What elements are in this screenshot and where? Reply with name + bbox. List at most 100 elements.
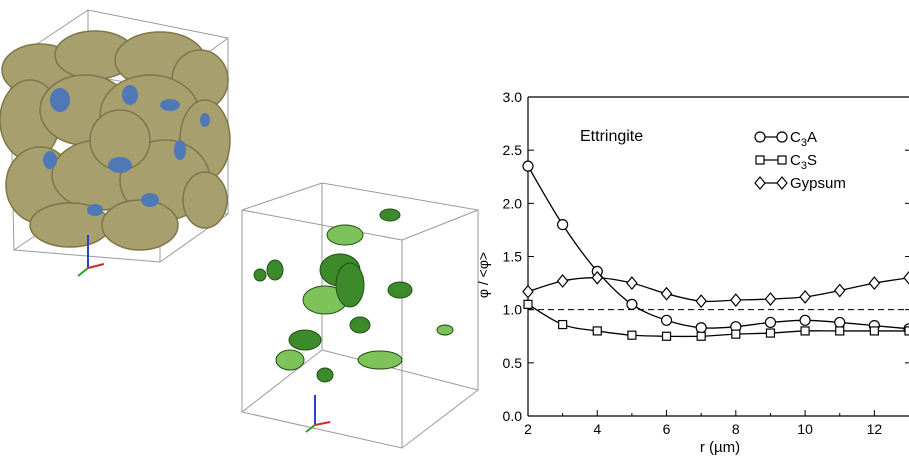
data-point xyxy=(627,330,637,340)
data-point xyxy=(868,276,881,291)
pore-region xyxy=(160,99,180,111)
ettringite-cluster xyxy=(275,349,305,371)
data-point xyxy=(800,326,810,336)
ettringite-cluster xyxy=(316,367,334,383)
pore-region xyxy=(43,151,57,169)
x-tick-label: 4 xyxy=(593,421,601,437)
legend-label-main: C xyxy=(790,129,801,146)
pore-region xyxy=(141,193,159,207)
cement-microstructure-render xyxy=(0,9,231,277)
legend-label: C3A xyxy=(790,129,817,149)
pore-region xyxy=(122,85,138,105)
x-tick-label: 12 xyxy=(867,421,883,437)
legend-marker xyxy=(755,155,765,165)
axis-triad-icon xyxy=(77,235,105,277)
series-c3s xyxy=(523,299,909,341)
y-axis-ticks: 0.0 0.5 1.0 1.5 2.0 2.5 3.0 xyxy=(503,89,909,424)
x-axis-ticks: 2 4 6 8 10 12 xyxy=(524,410,882,437)
legend-marker xyxy=(776,176,788,190)
y-tick-label: 1.5 xyxy=(503,249,523,265)
data-point xyxy=(523,299,533,309)
ettringite-cluster xyxy=(288,329,322,351)
legend-marker xyxy=(754,176,766,190)
y-tick-label: 0.0 xyxy=(503,408,523,424)
cement-phase-surfaces xyxy=(0,30,231,251)
y-tick-label: 3.0 xyxy=(503,89,523,105)
legend-label: C3S xyxy=(790,152,817,172)
x-tick-label: 8 xyxy=(732,421,740,437)
data-point xyxy=(591,270,604,285)
legend-label-main: Gypsum xyxy=(790,175,846,192)
ettringite-cluster xyxy=(335,262,365,308)
data-point xyxy=(696,331,706,341)
y-tick-label: 1.0 xyxy=(503,302,523,318)
data-point xyxy=(835,326,845,336)
ettringite-cluster xyxy=(326,224,364,246)
data-point xyxy=(660,286,673,301)
ettringite-cluster xyxy=(379,208,401,222)
data-point xyxy=(522,160,534,172)
cement-grain xyxy=(182,171,228,229)
cement-grain xyxy=(101,199,179,251)
legend-label-subscript: 3 xyxy=(801,160,807,172)
data-point xyxy=(626,298,638,310)
series-c3a xyxy=(522,160,909,335)
data-point xyxy=(558,319,568,330)
ettringite-cluster xyxy=(387,281,413,299)
series-gypsum xyxy=(522,270,909,309)
legend-label-main: C xyxy=(790,152,801,169)
pore-region xyxy=(200,113,210,127)
series-line xyxy=(527,303,909,338)
data-point xyxy=(833,283,846,298)
x-tick-label: 6 xyxy=(663,421,671,437)
legend-entry: Gypsum xyxy=(754,175,846,192)
pore-region xyxy=(108,157,132,173)
data-point xyxy=(522,284,534,299)
ettringite-cluster xyxy=(266,259,284,281)
data-point xyxy=(765,328,776,338)
data-point xyxy=(904,326,909,336)
series-layer xyxy=(522,160,909,341)
x-tick-label: 2 xyxy=(524,421,532,437)
data-point xyxy=(799,314,811,326)
data-point xyxy=(834,316,846,329)
pore-region xyxy=(50,88,70,112)
data-point xyxy=(764,292,777,306)
y-tick-label: 2.0 xyxy=(503,195,523,211)
ettringite-cluster xyxy=(349,316,371,334)
data-point xyxy=(695,294,707,309)
x-tick-label: 10 xyxy=(797,421,813,437)
legend-entry: C3S xyxy=(755,152,817,172)
legend-label-tail: S xyxy=(807,152,817,169)
data-point xyxy=(661,331,672,341)
ettringite-render xyxy=(241,182,479,449)
data-point xyxy=(557,219,569,231)
y-tick-label: 2.5 xyxy=(503,142,523,158)
chart-title: Ettringite xyxy=(580,128,643,145)
data-point xyxy=(869,326,879,336)
data-point xyxy=(695,322,707,334)
data-point xyxy=(799,289,811,304)
ettringite-cluster xyxy=(436,324,454,336)
y-tick-label: 0.5 xyxy=(503,355,523,371)
legend-label-subscript: 3 xyxy=(801,137,807,149)
data-point xyxy=(592,326,602,336)
legend-marker xyxy=(776,131,788,143)
legend-label-tail: A xyxy=(807,129,817,146)
legend-marker xyxy=(777,155,787,165)
data-point xyxy=(731,329,741,339)
legend-marker xyxy=(754,131,766,143)
data-point xyxy=(626,276,638,291)
data-point xyxy=(556,274,569,288)
legend-entry: C3A xyxy=(754,129,817,149)
bounding-box xyxy=(241,182,479,449)
ettringite-cluster xyxy=(253,268,267,282)
data-point xyxy=(660,314,673,326)
data-point xyxy=(903,270,909,285)
axis-triad-icon xyxy=(305,395,331,433)
ettringite-cluster xyxy=(357,350,403,370)
pore-region xyxy=(87,204,103,216)
series-line xyxy=(527,165,909,330)
x-axis-label: r (µm) xyxy=(700,439,740,456)
